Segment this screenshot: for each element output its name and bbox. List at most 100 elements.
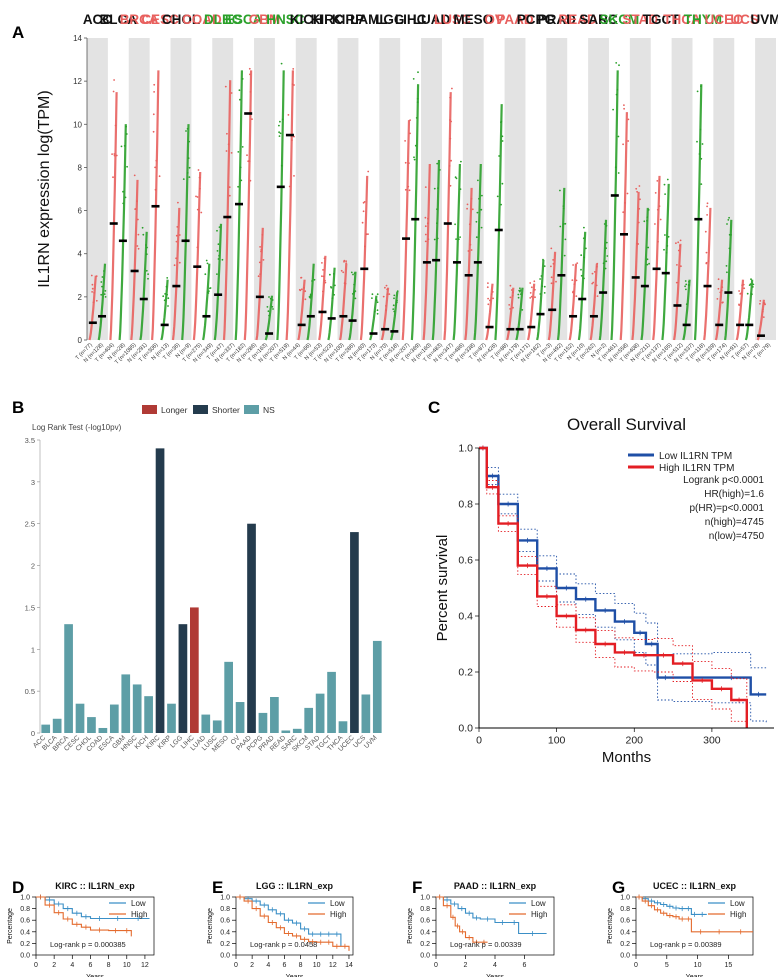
sample-distribution <box>693 84 703 341</box>
outlier-point <box>322 269 324 271</box>
sample-distribution <box>452 163 461 341</box>
outlier-point <box>332 273 335 275</box>
outlier-point <box>239 98 241 101</box>
outlier-point <box>707 260 710 262</box>
x-tick-label: 0 <box>434 962 438 969</box>
outlier-point <box>511 294 514 297</box>
sample-distribution <box>222 80 232 341</box>
y-tick-label: 0.8 <box>220 906 230 913</box>
cancer-label: THYM <box>684 12 722 27</box>
outlier-point <box>113 153 116 155</box>
outlier-point <box>115 154 118 157</box>
outlier-point <box>700 183 703 186</box>
outlier-point <box>197 169 200 171</box>
outlier-point <box>196 246 199 249</box>
legend-label: NS <box>263 405 275 415</box>
outlier-point <box>345 260 347 263</box>
outlier-point <box>311 280 313 282</box>
outlier-point <box>605 224 608 227</box>
outlier-point <box>112 176 114 179</box>
outlier-point <box>534 296 536 299</box>
outlier-point <box>188 166 191 169</box>
sample-distribution <box>640 207 649 341</box>
outlier-point <box>685 283 688 286</box>
legend-label: High <box>330 910 346 919</box>
outlier-point <box>480 208 483 211</box>
bar-pcpg <box>258 712 268 733</box>
y-tick-label: 0.5 <box>25 687 35 696</box>
outlier-point <box>746 292 749 295</box>
outlier-point <box>331 297 334 300</box>
outlier-point <box>260 250 262 253</box>
y-tick-label: 0.4 <box>220 929 230 936</box>
outlier-point <box>679 239 682 242</box>
sample-distribution <box>556 187 566 341</box>
outlier-point <box>216 273 218 275</box>
panel-c-overall-survival: 0 100 200 300 0.0 0.2 0.4 0.6 0.8 1.0 Months Percen… <box>434 415 774 766</box>
sample-distribution <box>652 175 661 341</box>
x-tick-label: 14 <box>345 962 353 969</box>
bar-meso <box>224 661 233 733</box>
outlier-point <box>303 286 305 289</box>
outlier-point <box>665 251 668 254</box>
outlier-point <box>571 279 574 281</box>
outlier-point <box>249 179 252 182</box>
outlier-point <box>122 190 124 193</box>
outlier-point <box>376 309 379 312</box>
outlier-point <box>519 293 522 295</box>
outlier-point <box>666 245 669 247</box>
outlier-point <box>436 222 438 225</box>
y-axis-label: IL1RN expression log(TPM) <box>36 90 53 287</box>
outlier-point <box>147 273 150 275</box>
outlier-point <box>654 192 657 194</box>
outlier-point <box>126 165 128 168</box>
outlier-point <box>145 269 148 272</box>
outlier-point <box>481 194 483 197</box>
outlier-point <box>261 233 264 236</box>
sample-distribution <box>410 84 420 341</box>
outlier-point <box>386 293 389 295</box>
plot-frame <box>635 896 754 956</box>
cancer-band <box>128 38 150 340</box>
outlier-point <box>696 140 698 143</box>
sample-distribution <box>515 287 524 341</box>
outlier-point <box>271 299 274 301</box>
y-tick-label: 0.4 <box>420 929 430 936</box>
outlier-point <box>154 188 157 191</box>
outlier-point <box>247 160 250 163</box>
outlier-point <box>454 223 456 226</box>
outlier-point <box>626 192 629 195</box>
outlier-point <box>177 201 179 204</box>
outlier-point <box>145 244 147 246</box>
outlier-point <box>761 308 764 311</box>
outlier-point <box>500 203 502 206</box>
outlier-point <box>638 185 641 187</box>
outlier-point <box>624 202 626 204</box>
outlier-point <box>204 273 207 276</box>
sample-distribution <box>318 255 327 341</box>
x-tick-label: 12 <box>329 962 337 969</box>
outlier-point <box>759 302 761 305</box>
sample-distribution <box>494 104 503 341</box>
outlier-point <box>602 262 605 265</box>
outlier-point <box>376 293 379 296</box>
y-tick-label: 0.8 <box>458 499 473 511</box>
y-tick-label: 0.2 <box>220 941 230 948</box>
outlier-point <box>404 140 406 142</box>
outlier-point <box>353 283 355 286</box>
outlier-point <box>606 255 609 257</box>
y-tick-label: 0.6 <box>620 918 630 925</box>
outlier-point <box>376 312 379 315</box>
outlier-point <box>656 180 659 182</box>
chart-title: UCEC :: IL1RN_exp <box>653 881 737 891</box>
x-tick-label: 6 <box>89 962 93 969</box>
outlier-point <box>221 258 224 261</box>
outlier-point <box>175 257 178 260</box>
cancer-band <box>254 38 275 340</box>
outlier-point <box>345 262 348 264</box>
cancer-band <box>588 38 609 340</box>
y-tick-label: 0.4 <box>458 611 473 623</box>
outlier-point <box>583 277 585 280</box>
outlier-point <box>509 308 511 310</box>
y-tick-label: 2 <box>78 293 83 302</box>
